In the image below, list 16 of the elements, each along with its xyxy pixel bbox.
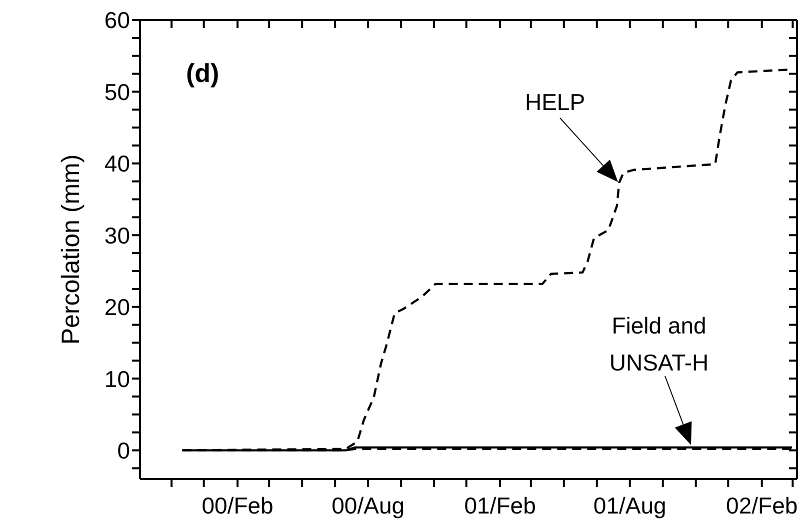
y-tick-label: 20 [104,294,130,320]
y-tick-label: 10 [104,366,130,392]
y-tick-label: 30 [104,222,130,248]
y-tick-label: 0 [117,437,130,464]
y-tick-label: 40 [104,150,130,177]
x-tick-label: 00/Aug [332,492,405,518]
x-tick-label: 01/Aug [593,492,666,518]
y-tick-label: 60 [104,7,130,34]
annotation: (d) [186,58,220,88]
x-tick-label: 00/Feb [202,492,274,518]
y-tick-label: 50 [104,78,130,105]
x-tick-label: 02/Feb [726,492,798,518]
annotation: HELP [524,89,586,115]
y-axis-title: Percolation (mm) [56,154,85,345]
x-tick-label: 01/Feb [464,492,536,518]
annotation: Field and UNSAT-H [609,312,709,376]
